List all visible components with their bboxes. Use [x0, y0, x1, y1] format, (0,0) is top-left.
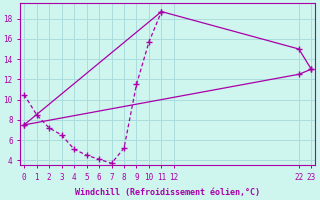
X-axis label: Windchill (Refroidissement éolien,°C): Windchill (Refroidissement éolien,°C) [75, 188, 260, 197]
